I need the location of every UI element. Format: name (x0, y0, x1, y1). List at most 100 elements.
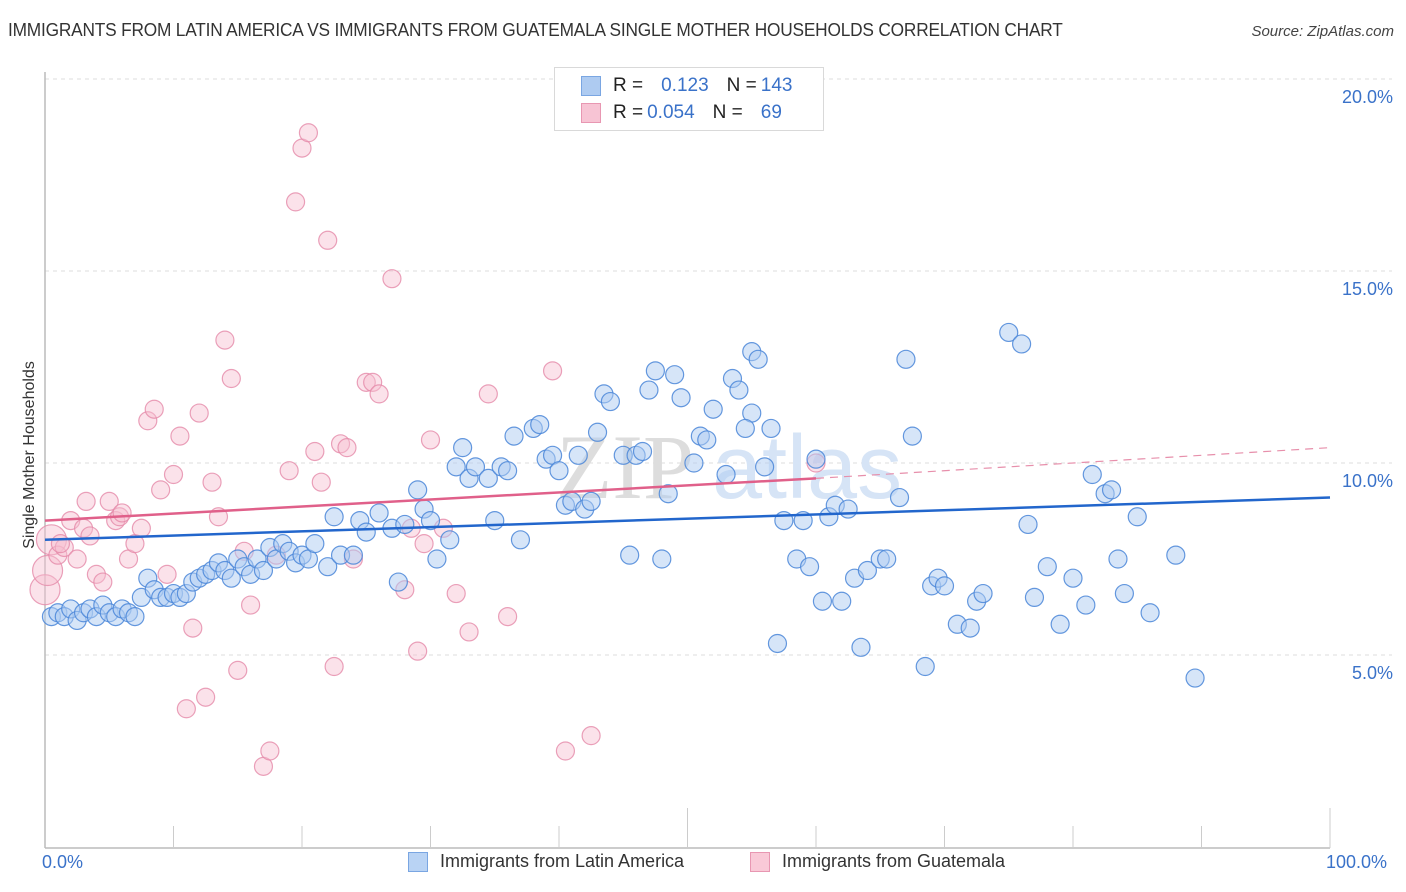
n-value: 143 (760, 75, 793, 96)
guatemala-point (221, 368, 241, 389)
latin-america-point (645, 361, 665, 381)
latin-america-point (632, 441, 653, 462)
guatemala-point (285, 192, 306, 212)
latin-america-point (343, 545, 363, 565)
latin-america-point (697, 430, 717, 450)
source-credit: Source: ZipAtlas.com (1251, 23, 1394, 40)
legend-item-guatemala[interactable]: Immigrants from Guatemala (750, 851, 1005, 872)
latin-america-trendline (44, 496, 1331, 542)
latin-america-point (587, 422, 608, 442)
latin-america-point (1076, 595, 1096, 615)
stats-row-guatemala: R = 0.054 N = 69 (581, 100, 782, 126)
guatemala-point (144, 399, 164, 419)
guatemala-point (202, 472, 222, 492)
guatemala-point (555, 741, 576, 761)
guatemala-point (356, 372, 376, 392)
guatemala-point (446, 583, 466, 604)
latin-america-point (754, 457, 775, 477)
latin-america-point (896, 349, 916, 369)
latin-america-point (485, 510, 505, 531)
latin-america-point (1024, 587, 1045, 608)
latin-america-point (1185, 668, 1205, 688)
latin-america-point (318, 557, 338, 577)
guatemala-point (138, 411, 158, 431)
y-tick-label: 20.0% (1342, 87, 1393, 107)
latin-america-point (915, 656, 935, 677)
guatemala-point (369, 384, 389, 404)
guatemala-point (498, 606, 518, 627)
latin-america-point (716, 464, 736, 485)
latin-america-point (748, 349, 768, 369)
latin-america-swatch (408, 851, 428, 872)
guatemala-point (363, 372, 383, 392)
r-value: 0.054 (647, 102, 695, 123)
latin-america-point (1050, 614, 1070, 634)
guatemala-point (50, 534, 71, 554)
latin-america-point (999, 322, 1019, 343)
n-label: N = (712, 102, 743, 123)
latin-america-point (408, 480, 428, 500)
guatemala-point (581, 726, 601, 746)
latin-america-point (388, 572, 408, 592)
guatemala-point (414, 534, 434, 554)
guatemala-point (478, 384, 498, 404)
guatemala-point (228, 660, 248, 680)
latin-america-point (1011, 334, 1032, 354)
guatemala-point (459, 622, 479, 642)
guatemala-trendline-extension (815, 447, 1331, 479)
guatemala-point (298, 123, 319, 143)
guatemala-point (324, 656, 344, 677)
latin-america-point (504, 426, 524, 446)
latin-america-point (253, 560, 274, 581)
latin-america-point (1018, 514, 1038, 535)
latin-america-point (549, 461, 569, 481)
latin-america-points (41, 322, 1205, 688)
guatemala-point (189, 403, 209, 423)
latin-america-swatch (581, 76, 601, 96)
latin-america-point (1063, 568, 1083, 588)
guatemala-point (86, 564, 107, 584)
latin-america-point (446, 457, 466, 477)
latin-america-point (857, 560, 878, 581)
latin-america-point (453, 438, 473, 458)
latin-america-point (851, 637, 871, 657)
y-tick-label: 5.0% (1352, 663, 1393, 683)
guatemala-point (305, 441, 325, 462)
latin-america-point (761, 418, 781, 439)
latin-america-point (832, 591, 852, 611)
axes (44, 72, 1331, 849)
guatemala-point (337, 438, 357, 458)
guatemala-points (29, 123, 826, 776)
guatemala-point (112, 503, 132, 523)
guatemala-point (260, 741, 280, 761)
grid-lines (45, 78, 1392, 656)
latin-america-point (420, 510, 441, 531)
legend-item-latin-america[interactable]: Immigrants from Latin America (408, 851, 684, 872)
guatemala-point (67, 549, 87, 569)
latin-america-point (1127, 507, 1147, 527)
guatemala-point (420, 430, 441, 450)
latin-america-point (838, 499, 858, 519)
guatemala-point (183, 618, 203, 638)
latin-america-point (767, 633, 788, 654)
guatemala-point (163, 464, 184, 485)
latin-america-point (1166, 545, 1186, 565)
guatemala-point (542, 361, 563, 381)
latin-america-point (812, 591, 833, 611)
guatemala-point (157, 564, 177, 584)
guatemala-point (48, 545, 68, 565)
y-tick-label: 10.0% (1342, 471, 1393, 491)
stats-row-latin-america: R = 0.123 N = 143 (581, 73, 792, 99)
latin-america-point (1114, 583, 1135, 604)
trend-lines (44, 447, 1331, 542)
latin-america-point (1140, 603, 1160, 623)
latin-america-point (729, 380, 749, 400)
r-value: 0.123 (661, 75, 709, 96)
latin-america-point (369, 503, 389, 523)
latin-america-point (620, 545, 640, 565)
latin-america-point (305, 534, 325, 554)
guatemala-point (76, 491, 96, 511)
guatemala-point (93, 572, 113, 592)
latin-america-point (684, 453, 704, 473)
